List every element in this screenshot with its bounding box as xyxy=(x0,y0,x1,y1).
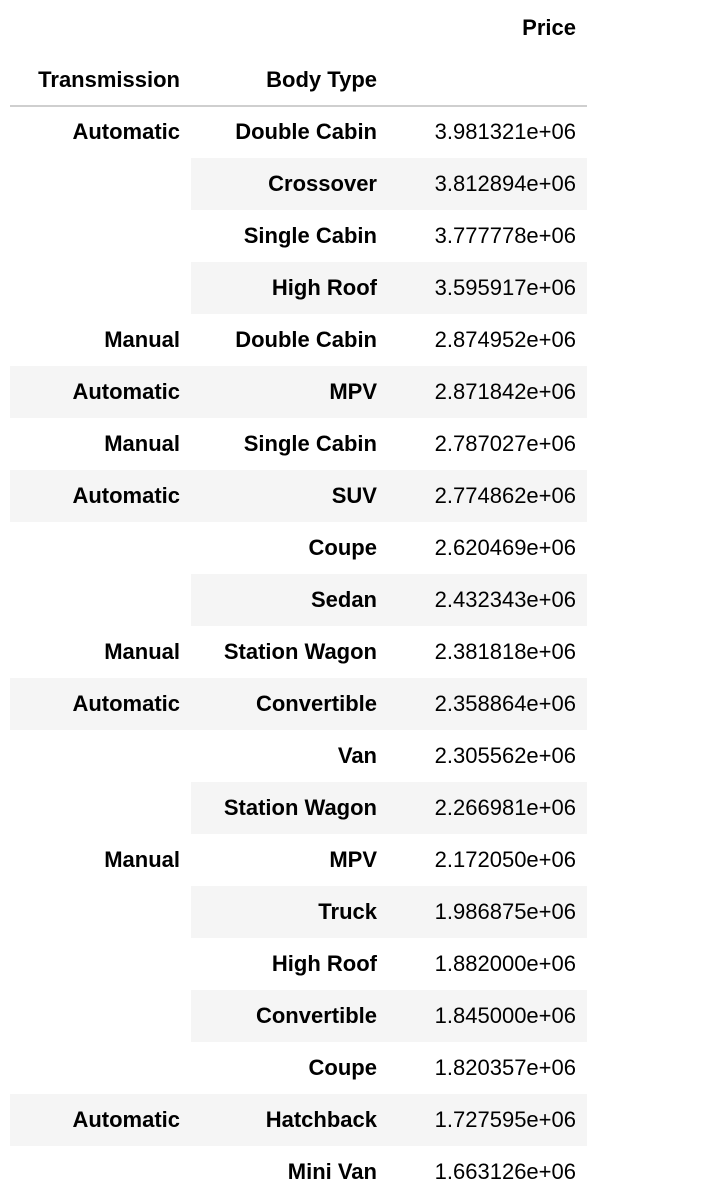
transmission-index-cell xyxy=(10,730,191,782)
table-row: Automatic SUV 2.774862e+06 xyxy=(10,470,587,522)
table-row: Automatic MPV 2.871842e+06 xyxy=(10,366,587,418)
body-type-index-cell: Coupe xyxy=(308,535,377,560)
index-names-row: Transmission Body Type xyxy=(10,54,587,106)
transmission-index-cell: Automatic xyxy=(10,1094,191,1146)
price-value-cell: 3.777778e+06 xyxy=(434,223,576,248)
transmission-index-cell xyxy=(10,574,191,626)
price-column-header: Price xyxy=(522,15,576,40)
table-row: Convertible 1.845000e+06 xyxy=(10,990,587,1042)
table-row: Manual Station Wagon 2.381818e+06 xyxy=(10,626,587,678)
price-value-cell: 3.981321e+06 xyxy=(434,119,576,144)
price-value-cell: 3.812894e+06 xyxy=(388,158,587,210)
body-type-index-name: Body Type xyxy=(266,67,377,92)
transmission-index-name: Transmission xyxy=(38,67,180,92)
dataframe-table: Price Transmission Body Type Automatic Do… xyxy=(10,2,587,1198)
price-value-cell: 2.172050e+06 xyxy=(434,847,576,872)
table-row: Coupe 2.620469e+06 xyxy=(10,522,587,574)
price-value-cell: 1.986875e+06 xyxy=(388,886,587,938)
transmission-index-cell: Automatic xyxy=(10,470,191,522)
header-blank-cell xyxy=(191,2,388,54)
table-row: Van 2.305562e+06 xyxy=(10,730,587,782)
transmission-index-cell: Automatic xyxy=(10,678,191,730)
header-divider xyxy=(10,105,587,107)
body-type-index-cell: Van xyxy=(337,743,377,768)
price-value-cell: 2.620469e+06 xyxy=(434,535,576,560)
body-type-index-cell: MPV xyxy=(191,366,388,418)
table-body: Automatic Double Cabin 3.981321e+06 Crossov… xyxy=(10,106,587,1198)
table-row: Manual Single Cabin 2.787027e+06 xyxy=(10,418,587,470)
transmission-index-cell: Manual xyxy=(104,431,180,456)
body-type-index-cell: Sedan xyxy=(191,574,388,626)
body-type-index-cell: Station Wagon xyxy=(191,782,388,834)
table-row: Manual Double Cabin 2.874952e+06 xyxy=(10,314,587,366)
transmission-index-cell xyxy=(10,782,191,834)
price-value-cell: 1.663126e+06 xyxy=(434,1159,576,1184)
body-type-index-cell: Single Cabin xyxy=(243,431,377,456)
table-row: Coupe 1.820357e+06 xyxy=(10,1042,587,1094)
header-blank-cell xyxy=(10,2,191,54)
body-type-index-cell: High Roof xyxy=(271,951,377,976)
table-row: Mini Van 1.663126e+06 xyxy=(10,1146,587,1198)
price-value-cell: 2.358864e+06 xyxy=(388,678,587,730)
body-type-index-cell: MPV xyxy=(329,847,377,872)
table-row: Station Wagon 2.266981e+06 xyxy=(10,782,587,834)
body-type-index-cell: Coupe xyxy=(308,1055,377,1080)
body-type-index-cell: Convertible xyxy=(191,990,388,1042)
transmission-index-cell xyxy=(10,1042,191,1094)
transmission-index-cell xyxy=(10,886,191,938)
table-row: Truck 1.986875e+06 xyxy=(10,886,587,938)
body-type-index-cell: Mini Van xyxy=(287,1159,377,1184)
price-value-cell: 2.787027e+06 xyxy=(434,431,576,456)
body-type-index-cell: Double Cabin xyxy=(235,327,377,352)
body-type-index-cell: Single Cabin xyxy=(243,223,377,248)
price-value-cell: 2.381818e+06 xyxy=(434,639,576,664)
price-value-cell: 2.266981e+06 xyxy=(388,782,587,834)
table-row: Single Cabin 3.777778e+06 xyxy=(10,210,587,262)
body-type-index-cell: Double Cabin xyxy=(235,119,377,144)
transmission-index-cell xyxy=(10,990,191,1042)
price-value-cell: 2.774862e+06 xyxy=(388,470,587,522)
price-value-cell: 2.432343e+06 xyxy=(388,574,587,626)
price-value-cell: 2.871842e+06 xyxy=(388,366,587,418)
transmission-index-cell xyxy=(10,262,191,314)
body-type-index-cell: High Roof xyxy=(191,262,388,314)
table-row: Automatic Hatchback 1.727595e+06 xyxy=(10,1094,587,1146)
transmission-index-cell: Automatic xyxy=(10,366,191,418)
price-value-cell: 1.727595e+06 xyxy=(388,1094,587,1146)
body-type-index-cell: Convertible xyxy=(191,678,388,730)
transmission-index-cell xyxy=(10,1146,191,1198)
price-value-cell: 2.874952e+06 xyxy=(434,327,576,352)
transmission-index-cell: Manual xyxy=(104,327,180,352)
body-type-index-cell: SUV xyxy=(191,470,388,522)
table-row: Automatic Convertible 2.358864e+06 xyxy=(10,678,587,730)
transmission-index-cell: Automatic xyxy=(72,119,180,144)
price-value-cell: 1.820357e+06 xyxy=(434,1055,576,1080)
price-value-cell: 2.305562e+06 xyxy=(434,743,576,768)
body-type-index-cell: Hatchback xyxy=(191,1094,388,1146)
body-type-index-cell: Truck xyxy=(191,886,388,938)
table-row: High Roof 3.595917e+06 xyxy=(10,262,587,314)
body-type-index-cell: Station Wagon xyxy=(223,639,377,664)
table-row: Sedan 2.432343e+06 xyxy=(10,574,587,626)
transmission-index-cell: Manual xyxy=(104,847,180,872)
table-row: High Roof 1.882000e+06 xyxy=(10,938,587,990)
transmission-index-cell xyxy=(10,938,191,990)
header-blank-cell xyxy=(388,54,587,106)
price-value-cell: 1.845000e+06 xyxy=(388,990,587,1042)
table-row: Manual MPV 2.172050e+06 xyxy=(10,834,587,886)
price-value-cell: 3.595917e+06 xyxy=(388,262,587,314)
transmission-index-cell xyxy=(10,158,191,210)
table-row: Crossover 3.812894e+06 xyxy=(10,158,587,210)
transmission-index-cell xyxy=(10,522,191,574)
transmission-index-cell xyxy=(10,210,191,262)
body-type-index-cell: Crossover xyxy=(191,158,388,210)
transmission-index-cell: Manual xyxy=(104,639,180,664)
price-value-cell: 1.882000e+06 xyxy=(434,951,576,976)
table-row: Automatic Double Cabin 3.981321e+06 xyxy=(10,106,587,158)
column-header-row: Price xyxy=(10,2,587,54)
